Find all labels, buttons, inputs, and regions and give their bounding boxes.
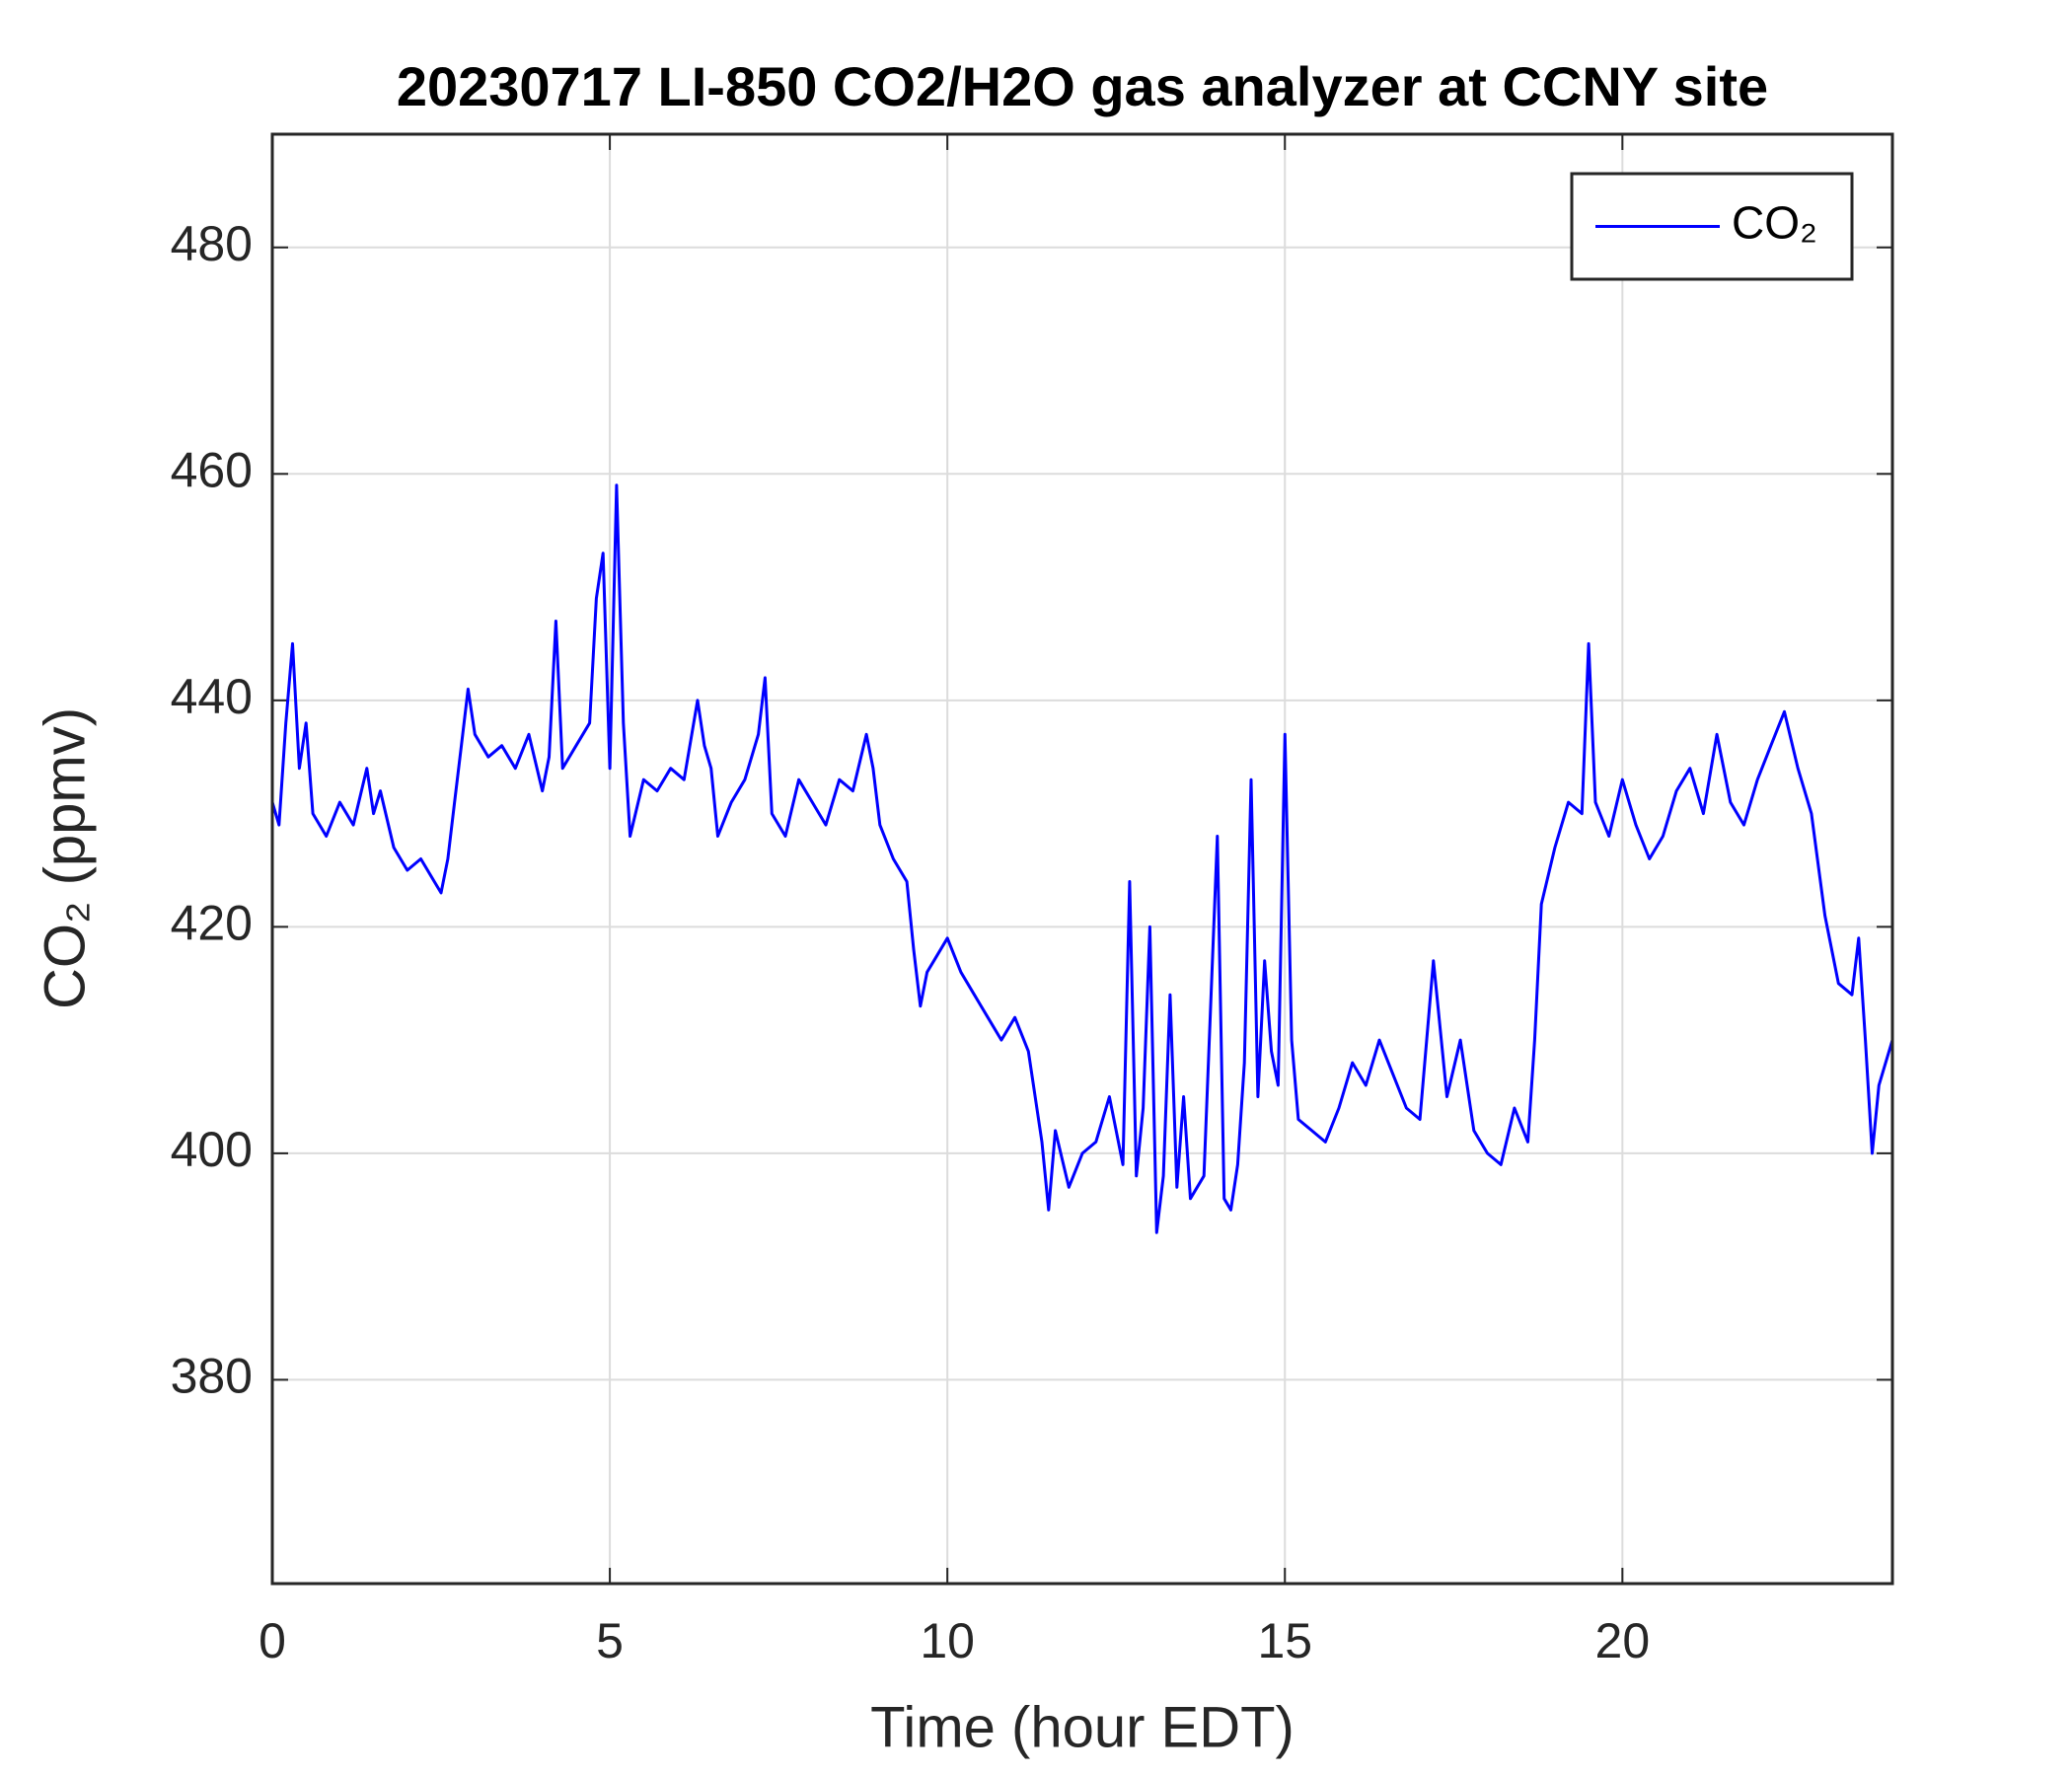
x-tick-label: 20	[1595, 1613, 1651, 1668]
y-axis-label: CO₂ (ppmv)	[33, 707, 97, 1009]
y-tick-label: 460	[171, 443, 253, 498]
x-tick-label: 0	[259, 1613, 286, 1668]
data-line	[270, 483, 1894, 1234]
y-tick-label: 480	[171, 216, 253, 271]
chart-title: 20230717 LI-850 CO2/H2O gas analyzer at …	[397, 55, 1768, 117]
y-tick-label: 400	[171, 1122, 253, 1177]
plot-frame	[270, 132, 1894, 1586]
y-tick-label: 380	[171, 1349, 253, 1404]
y-tick-label: 420	[171, 896, 253, 951]
legend-label: CO₂	[1732, 197, 1817, 249]
legend: CO₂	[1570, 172, 1854, 281]
y-tick-label: 440	[171, 669, 253, 724]
x-tick-label: 10	[920, 1613, 975, 1668]
x-axis-label: Time (hour EDT)	[870, 1695, 1295, 1759]
x-tick-label: 5	[596, 1613, 624, 1668]
x-tick-label: 15	[1257, 1613, 1312, 1668]
